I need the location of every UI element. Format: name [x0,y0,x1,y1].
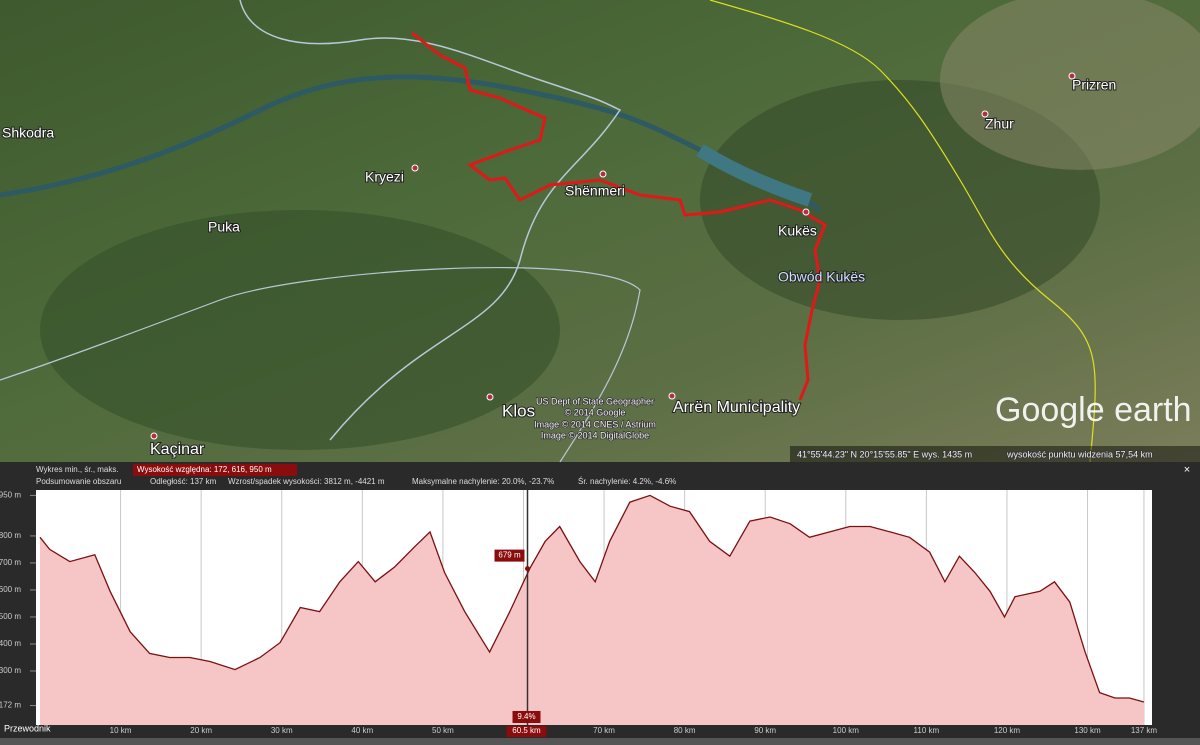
x-tick-label: 30 km [271,726,293,735]
place-label: Puka [208,219,240,235]
place-label: Kukës [778,223,817,239]
place-dot [599,170,607,178]
copyright: Image © 2014 CNES / Astrium [534,419,656,429]
place-label: Kryezi [365,169,404,185]
x-tick-label: 137 km [1131,726,1158,735]
header-active[interactable] [133,464,297,476]
x-tick-label: 10 km [110,726,132,735]
cursor-x-bg [506,726,547,737]
y-tick-label: 600 m [0,585,21,594]
x-tick-label: 120 km [994,726,1021,735]
route-track [411,31,827,401]
status-bar [790,446,1200,462]
logo: Google earth [995,391,1192,429]
place-label: Arrën Municipality [673,399,800,416]
boundary [0,267,641,463]
cursor-value-bg [494,549,525,562]
terrain-shade [940,0,1200,170]
status-eye-altitude: wysokość punktu widzenia 57,54 km [1006,449,1153,459]
copyright: Image © 2014 DigitalGlobe [541,430,649,440]
x-tick-label: 130 km [1074,726,1101,735]
y-tick-label: 800 m [0,531,21,540]
header-value: Wysokość względna: 172, 616, 950 m [137,465,272,474]
sidebar-tab[interactable]: Przewodnik [4,723,51,733]
close-button[interactable]: × [1184,464,1190,476]
copyright: US Dept of State Geographer [536,396,654,406]
area-fill [40,495,1144,725]
x-tick-label: 40 km [351,726,373,735]
y-tick-label: 950 m [0,491,21,500]
status-coordinates: 41°55'44.23" N 20°15'55.85" E wys. 1435 … [797,449,972,459]
elevation-profile[interactable]: Wykres min., śr., maks. Wysokość względn… [0,462,1200,745]
place-label: Obwód Kukës [778,269,865,285]
header-value: Śr. nachylenie: 4.2%, -4.6% [578,477,676,486]
y-tick-label: 172 m [0,701,21,710]
place-dot [981,110,989,118]
place-dot [411,164,419,172]
cursor-value: 679 m [498,551,521,560]
map-view[interactable]: Shkodra Kryezi Puka Shënmeri Kukës Obwód… [0,0,1200,463]
place-label: Shkodra [2,125,54,141]
copyright: © 2014 Google [565,407,626,417]
y-tick-label: 400 m [0,639,21,648]
place-label: Shënmeri [565,183,625,199]
boundary [239,0,622,441]
cursor-slope-bg [512,711,541,723]
place-label: Kaçinar [150,441,205,458]
x-tick-label: 50 km [432,726,454,735]
x-tick-label: 70 km [593,726,615,735]
taskbar [0,738,1200,745]
places: Shkodra Kryezi Puka Shënmeri Kukës Obwód… [1,72,1117,459]
x-tick-label: 80 km [674,726,696,735]
header-label: Podsumowanie obszaru [36,477,121,486]
header-value: Maksymalne nachylenie: 20.0%, -23.7% [412,477,554,486]
y-tick-label: 300 m [0,666,21,675]
place-dot [486,393,494,401]
place-dot [802,208,810,216]
place-dot [1068,72,1076,80]
elevation-line [39,494,1145,703]
y-tick-label: 500 m [0,612,21,621]
header-value: Wzrost/spadek wysokości: 3812 m, -4421 m [228,477,385,486]
x-tick-label: 110 km [914,726,940,735]
cursor-x-label: 60.5 km [512,726,541,735]
terrain-shade [40,210,560,450]
header-label: Wykres min., śr., maks. [36,465,119,474]
place-dot [668,392,676,400]
border-line [709,0,1096,463]
x-tick-label: 90 km [754,726,776,735]
cursor-slope: 9.4% [517,712,535,721]
place-label: Klos [502,401,535,420]
x-tick-label: 20 km [190,726,212,735]
place-label: Prizren [1072,77,1116,93]
y-tick-label: 700 m [0,558,21,567]
place-dot [150,432,158,440]
place-label: Zhur [985,116,1014,132]
cursor-point [525,566,531,572]
x-tick-label: 100 km [833,726,860,735]
lake [696,144,813,207]
header-value: Odległość: 137 km [150,477,217,486]
